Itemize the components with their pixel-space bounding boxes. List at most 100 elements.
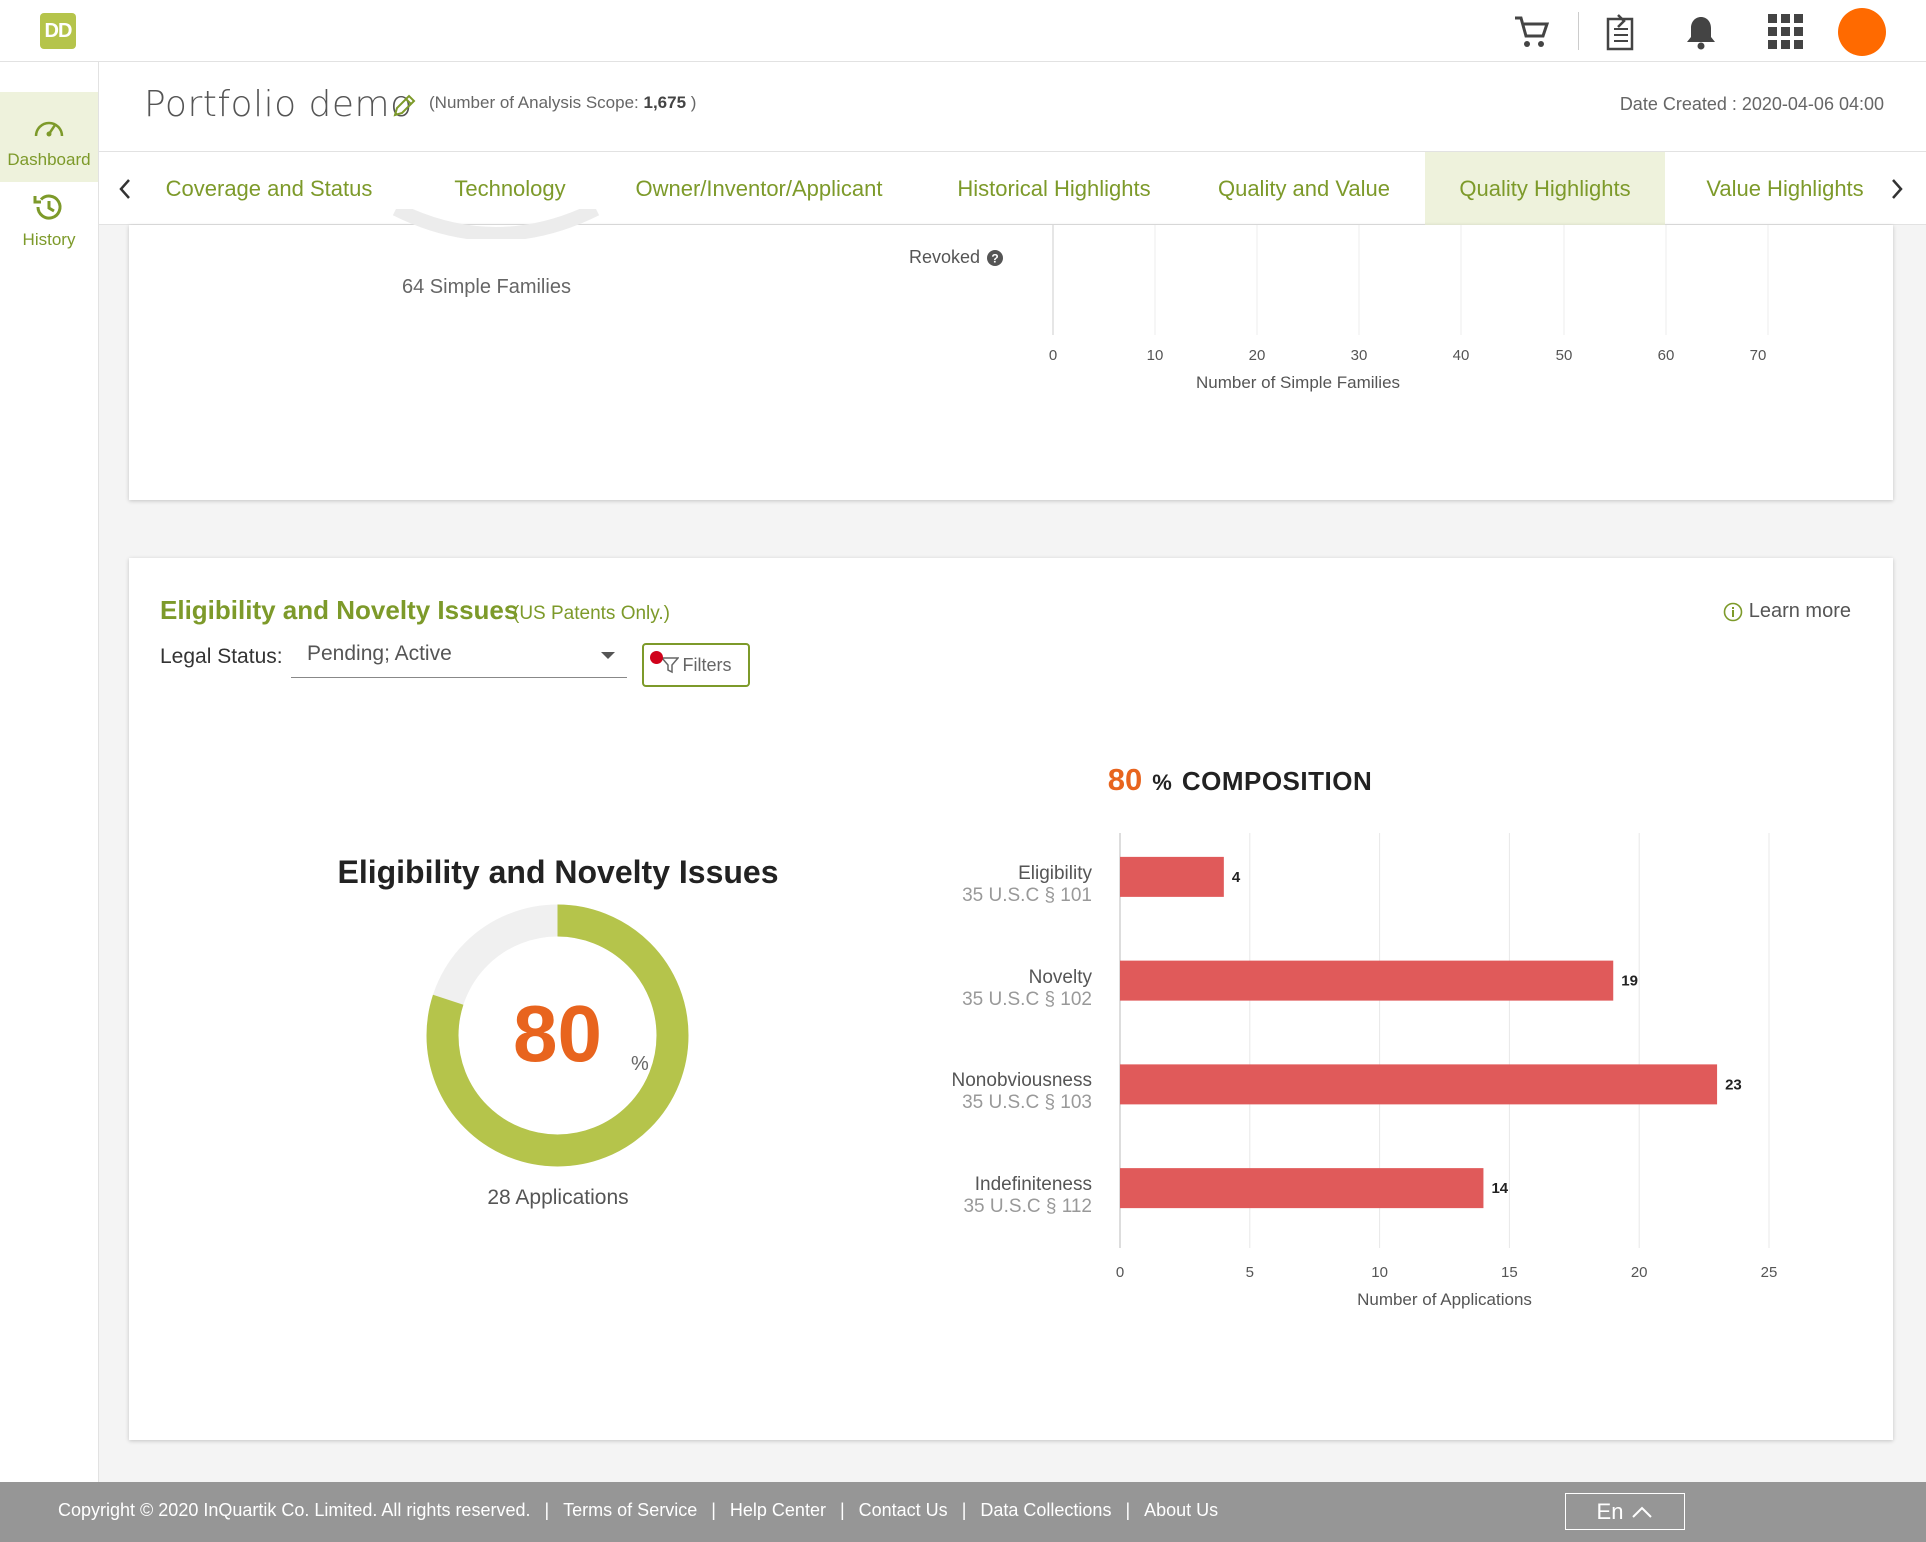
composition-percent-sign: % [1152, 770, 1172, 795]
sidebar-item-label: History [22, 230, 76, 249]
x-tick-label: 20 [1630, 1264, 1648, 1281]
help-center-link[interactable]: Help Center [729, 1500, 826, 1520]
chevron-up-icon [1632, 1506, 1653, 1518]
portfolio-header: Portfolio demo (Number of Analysis Scope… [99, 62, 1926, 152]
category-label: Indefiniteness 35 U.S.C § 112 [872, 1174, 1092, 1218]
tab-value-highlights[interactable]: Value Highlights [1706, 176, 1864, 201]
scope-value: 1,675 [643, 93, 687, 112]
tab-scroll-left-button[interactable] [105, 152, 145, 225]
footer-separator: | [544, 1500, 550, 1520]
help-icon[interactable]: ? [986, 249, 1004, 267]
x-tick-label: 0 [1048, 347, 1058, 364]
cart-icon[interactable] [1512, 12, 1552, 52]
category-label: Novelty 35 U.S.C § 102 [872, 967, 1092, 1011]
donut-chart: 80 % [425, 903, 690, 1168]
status-card: 64 Simple Families Revoked ? 0 10 20 30 … [129, 209, 1893, 500]
x-tick-label: 0 [1115, 1264, 1125, 1281]
contact-us-link[interactable]: Contact Us [858, 1500, 948, 1520]
families-count: 64 Simple Families [402, 276, 571, 298]
data-collections-link[interactable]: Data Collections [980, 1500, 1112, 1520]
revoked-label: Revoked ? [909, 247, 1004, 268]
tab-coverage-and-status[interactable]: Coverage and Status [165, 176, 373, 201]
bar[interactable] [1120, 960, 1614, 1001]
donut-svg [426, 904, 689, 1167]
tab-quality-highlights[interactable]: Quality Highlights [1425, 152, 1665, 225]
composition-bar-chart: 4 19 23 14 0 5 10 15 20 25 Number of Applications E… [129, 558, 1893, 1440]
language-selector[interactable]: En [1565, 1493, 1685, 1530]
bar-value-label: 4 [1232, 869, 1241, 886]
x-tick-label: 30 [1350, 347, 1368, 364]
eligibility-card: Eligibility and Novelty Issues (US Paten… [129, 558, 1893, 1440]
analysis-scope: (Number of Analysis Scope: 1,675 ) [429, 93, 696, 113]
donut-percent-sign: % [631, 1053, 649, 1075]
category-label: Eligibility 35 U.S.C § 101 [872, 863, 1092, 907]
chevron-right-icon [1892, 178, 1903, 199]
scope-suffix: ) [686, 93, 697, 112]
category-statute: 35 U.S.C § 101 [962, 884, 1092, 906]
user-avatar[interactable] [1838, 8, 1886, 56]
top-bar: DD [0, 0, 1926, 62]
category-name: Eligibility [1018, 862, 1092, 884]
about-us-link[interactable]: About Us [1144, 1500, 1219, 1520]
x-tick-label: 15 [1501, 1264, 1518, 1281]
footer-separator: | [711, 1500, 716, 1520]
bar[interactable] [1120, 856, 1224, 897]
bar[interactable] [1120, 1064, 1718, 1105]
bell-icon[interactable] [1681, 12, 1721, 52]
composition-title: 80 % COMPOSITION [1108, 762, 1372, 798]
bar-value-label: 23 [1725, 1076, 1742, 1093]
tab-owner-inventor-applicant[interactable]: Owner/Inventor/Applicant [635, 176, 883, 201]
pencil-icon[interactable] [391, 93, 417, 119]
footer-separator: | [961, 1500, 967, 1520]
footer: Copyright © 2020 InQuartik Co. Limited. … [0, 1482, 1926, 1542]
terms-of-service-link[interactable]: Terms of Service [563, 1500, 698, 1520]
composition-label: COMPOSITION [1181, 766, 1373, 796]
filters-button[interactable]: Filters [642, 643, 750, 687]
legal-status-value: Pending; Active [307, 642, 452, 665]
tab-quality-and-value[interactable]: Quality and Value [1217, 176, 1391, 201]
footer-separator: | [1125, 1500, 1131, 1520]
tab-technology[interactable]: Technology [454, 176, 566, 201]
scope-label: (Number of Analysis Scope: [429, 93, 644, 112]
x-tick-label: 50 [1555, 347, 1573, 364]
applications-count: 28 Applications [487, 1186, 629, 1209]
sidebar-item-history[interactable]: History [0, 182, 98, 272]
legal-status-select[interactable]: Pending; Active [291, 638, 627, 678]
sidebar-item-label: Dashboard [7, 150, 91, 169]
donut-title: Eligibility and Novelty Issues [337, 854, 779, 890]
bar[interactable] [1120, 1168, 1484, 1209]
history-icon [33, 194, 62, 220]
category-name: Nonobviousness [951, 1070, 1092, 1092]
category-statute: 35 U.S.C § 103 [962, 1092, 1092, 1114]
footer-separator: | [839, 1500, 845, 1520]
info-icon [1723, 602, 1743, 621]
chevron-left-icon [119, 178, 130, 199]
tab-historical-highlights[interactable]: Historical Highlights [957, 176, 1151, 201]
category-label: Nonobviousness 35 U.S.C § 103 [872, 1070, 1092, 1114]
category-name: Indefiniteness [974, 1174, 1092, 1196]
tab-scroll-right-button[interactable] [1877, 152, 1917, 225]
section-title: Eligibility and Novelty Issues [160, 595, 519, 625]
category-name: Novelty [1028, 966, 1092, 988]
x-axis-title: Number of Applications [1357, 1290, 1532, 1309]
category-statute: 35 U.S.C § 102 [962, 988, 1092, 1010]
learn-more-link[interactable]: Learn more [1723, 600, 1851, 623]
copyright-text: Copyright © 2020 InQuartik Co. Limited. … [58, 1500, 531, 1520]
export-icon[interactable] [1600, 12, 1640, 52]
status-chart-grid [1052, 225, 1769, 335]
date-created: Date Created : 2020-04-06 04:00 [1619, 94, 1884, 114]
donut-fill [426, 904, 689, 1167]
bar-chart-svg: 4 19 23 14 [1119, 833, 1770, 1248]
footer-links: Copyright © 2020 InQuartik Co. Limited. … [58, 1500, 1218, 1521]
apps-grid-icon[interactable] [1766, 12, 1806, 52]
tab-bar: Coverage and Status Technology Owner/Inv… [99, 152, 1926, 225]
learn-more-label: Learn more [1748, 600, 1851, 622]
x-tick-label: 70 [1749, 347, 1767, 364]
x-tick-label: 25 [1760, 1264, 1778, 1281]
x-tick-label: 40 [1452, 347, 1470, 364]
revoked-text: Revoked [909, 247, 981, 267]
x-tick-label: 10 [1371, 1264, 1388, 1281]
app-logo[interactable]: DD [40, 13, 76, 49]
sidebar-item-dashboard[interactable]: Dashboard [0, 92, 98, 182]
filters-label: Filters [682, 654, 732, 675]
